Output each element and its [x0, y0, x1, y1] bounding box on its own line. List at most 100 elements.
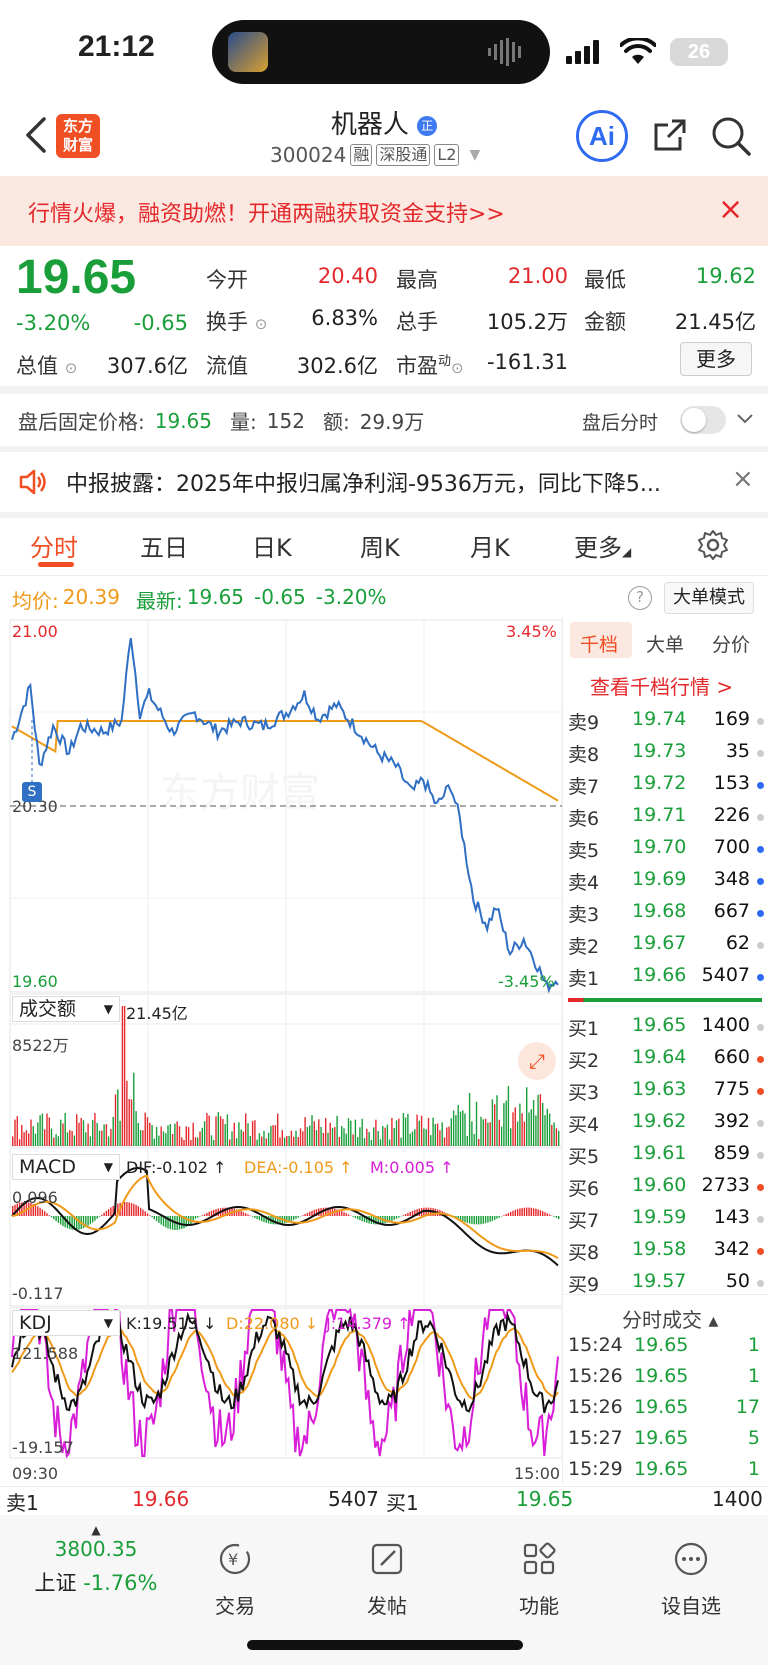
- ob-tab-price-dist[interactable]: 分价: [712, 634, 751, 656]
- nav-add-watchlist[interactable]: 设自选: [646, 1539, 736, 1619]
- order-book-row[interactable]: 卖1 19.66 5407: [568, 964, 764, 996]
- tab-more[interactable]: 更多◢: [574, 534, 632, 562]
- dynamic-island[interactable]: [212, 20, 550, 84]
- tab-monthly-k[interactable]: 月K: [470, 534, 510, 562]
- volume-bar: [98, 1130, 101, 1146]
- macd-bar: [290, 1216, 293, 1221]
- macd-bar: [546, 1213, 548, 1216]
- order-book-row[interactable]: 买2 19.64 660: [568, 1046, 764, 1078]
- macd-bar: [183, 1216, 185, 1229]
- ah-vol-label: 量:: [230, 410, 257, 434]
- order-book-row[interactable]: 买7 19.59 143: [568, 1206, 764, 1238]
- volume-bar: [471, 1121, 473, 1146]
- back-chevron-icon[interactable]: [22, 115, 52, 155]
- tick-time: 15:26: [568, 1396, 623, 1418]
- status-time: 21:12: [78, 30, 155, 63]
- order-book-row[interactable]: 买4 19.62 392: [568, 1110, 764, 1142]
- volume-bar: [455, 1115, 457, 1146]
- order-book-row[interactable]: 买9 19.57 50: [568, 1270, 764, 1302]
- macd-bar: [512, 1210, 514, 1216]
- caret-down-icon[interactable]: ▼: [469, 147, 481, 163]
- order-book-row[interactable]: 买1 19.65 1400: [568, 1014, 764, 1046]
- intraday-chart[interactable]: 东方财富: [0, 616, 566, 1484]
- price-line: [11, 637, 559, 994]
- macd-bar: [277, 1216, 279, 1225]
- view-thousand-levels-link[interactable]: 查看千档行情 >: [590, 675, 734, 699]
- price-top-label: 21.00: [12, 622, 58, 641]
- order-book-row[interactable]: 卖9 19.74 169: [568, 708, 764, 740]
- order-book-row[interactable]: 买6 19.60 2733: [568, 1174, 764, 1206]
- kdj-indicator-select[interactable]: KDJ ▼: [12, 1310, 120, 1336]
- close-icon[interactable]: ×: [732, 464, 754, 494]
- signal-marker[interactable]: S: [22, 782, 42, 802]
- volume-bar: [190, 1139, 192, 1146]
- home-indicator[interactable]: [247, 1640, 523, 1650]
- ob-tab-thousand[interactable]: 千档: [580, 634, 619, 656]
- order-book-row[interactable]: 卖8 19.73 35: [568, 740, 764, 772]
- latest-label: 最新:: [136, 589, 183, 613]
- ob-tab-big-order[interactable]: 大单: [646, 634, 685, 656]
- gear-icon[interactable]: [696, 528, 730, 562]
- divider: [562, 616, 563, 1484]
- macd-bar: [64, 1216, 66, 1228]
- more-button[interactable]: 更多: [680, 342, 752, 376]
- volume-bar: [119, 1120, 121, 1146]
- macd-bar: [311, 1210, 313, 1216]
- index-widget[interactable]: ▲ 3800.35 上证 -1.76%: [28, 1523, 164, 1597]
- volume-bar: [155, 1127, 158, 1146]
- index-name: 上证: [34, 1571, 77, 1595]
- ai-button[interactable]: Ai: [576, 110, 628, 162]
- order-book-row[interactable]: 买8 19.58 342: [568, 1238, 764, 1270]
- volume-bar: [130, 1099, 133, 1146]
- macd-bar: [468, 1216, 471, 1224]
- tab-daily-k[interactable]: 日K: [252, 534, 292, 562]
- order-book-row[interactable]: 卖2 19.67 62: [568, 932, 764, 964]
- order-book-row[interactable]: 卖4 19.69 348: [568, 868, 764, 900]
- volume-bar: [16, 1116, 18, 1146]
- tab-five-day[interactable]: 五日: [140, 534, 188, 562]
- kdj-k: K:19.513 ↓: [126, 1314, 217, 1333]
- tab-weekly-k[interactable]: 周K: [360, 534, 400, 562]
- volume-bar: [194, 1137, 197, 1146]
- macd-indicator-select[interactable]: MACD ▼: [12, 1154, 120, 1180]
- volume-bar: [235, 1138, 238, 1146]
- help-icon[interactable]: ?: [628, 586, 652, 610]
- pe-value: -161.31: [486, 350, 568, 374]
- order-book-row[interactable]: 卖6 19.71 226: [568, 804, 764, 836]
- order-book-row[interactable]: 卖3 19.68 667: [568, 900, 764, 932]
- volume-bar: [496, 1095, 498, 1146]
- search-icon[interactable]: [710, 115, 752, 157]
- nav-trade[interactable]: ¥ 交易: [190, 1539, 280, 1619]
- volume-bar: [535, 1115, 537, 1146]
- order-book-row[interactable]: 卖7 19.72 153: [568, 772, 764, 804]
- promo-banner[interactable]: 行情火爆，融资助燃！开通两融获取资金支持>> ×: [0, 176, 768, 246]
- share-icon[interactable]: [650, 115, 690, 155]
- nav-functions[interactable]: 功能: [494, 1539, 584, 1619]
- high-value: 21.00: [507, 264, 568, 288]
- big-order-mode-button[interactable]: 大单模式: [664, 582, 754, 614]
- pct-top-label: 3.45%: [506, 622, 557, 641]
- volume-bar: [171, 1134, 174, 1146]
- after-hours-row: 盘后固定价格: 19.65 量: 152 额: 29.9万: [18, 406, 424, 435]
- ah-vol: 152: [266, 408, 305, 433]
- nav-post[interactable]: 发帖: [342, 1539, 432, 1619]
- expand-icon[interactable]: ⤢: [518, 1042, 556, 1080]
- chevron-down-icon[interactable]: [736, 412, 754, 426]
- volume-bar: [114, 1094, 117, 1146]
- close-icon[interactable]: ×: [718, 192, 744, 227]
- order-book-row[interactable]: 买3 19.63 775: [568, 1078, 764, 1110]
- tag-l2: L2: [434, 144, 460, 166]
- current-price: 19.65: [16, 251, 137, 304]
- notice-bar[interactable]: 中报披露：2025年中报归属净利润-9536万元，同比下降5... ×: [0, 452, 768, 512]
- volume-bar: [160, 1126, 162, 1146]
- order-book-row[interactable]: 买5 19.61 859: [568, 1142, 764, 1174]
- banner-text[interactable]: 行情火爆，融资助燃！开通两融获取资金支持>>: [28, 202, 505, 227]
- macd-bar: [57, 1216, 60, 1223]
- notice-text[interactable]: 中报披露：2025年中报归属净利润-9536万元，同比下降5...: [66, 472, 661, 497]
- volume-indicator-select[interactable]: 成交额 ▼: [12, 996, 120, 1022]
- tab-intraday[interactable]: 分时: [30, 534, 78, 562]
- order-book-row[interactable]: 卖5 19.70 700: [568, 836, 764, 868]
- ticks-title[interactable]: 分时成交 ▴: [622, 1308, 719, 1332]
- after-hours-toggle[interactable]: [680, 406, 726, 434]
- ob-dot: [757, 910, 764, 917]
